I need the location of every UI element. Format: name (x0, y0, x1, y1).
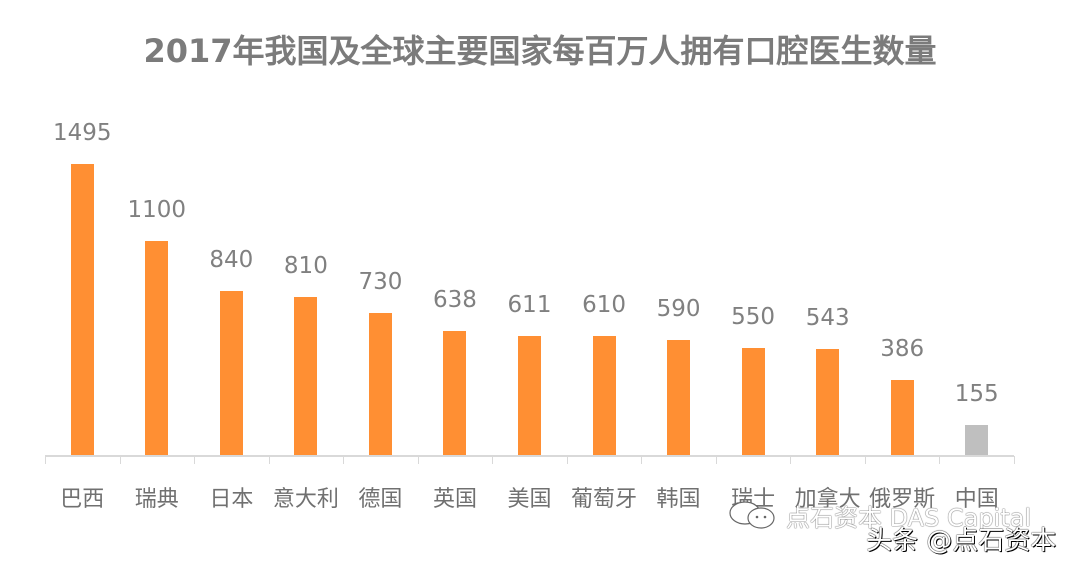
x-axis-line (45, 455, 1014, 457)
x-axis-tick (268, 456, 270, 464)
data-label: 810 (283, 253, 328, 280)
x-axis-tick (1014, 456, 1015, 464)
category-label: 意大利 (272, 487, 339, 512)
wechat-icon (729, 501, 775, 529)
bar-5 (443, 330, 467, 455)
data-label: 610 (582, 292, 626, 319)
chart-title: 2017年我国及全球主要国家每百万人拥有口腔医生数量 (143, 32, 937, 70)
data-label: 730 (358, 268, 403, 295)
data-label: 550 (731, 303, 776, 330)
category-label: 德国 (358, 487, 403, 512)
bar-8 (667, 340, 691, 455)
category-label: 俄罗斯 (869, 487, 936, 512)
wechat-watermark: 点石资本 DAS Capital (786, 504, 1032, 532)
x-axis-tick (641, 456, 643, 464)
data-label: 1100 (127, 196, 187, 223)
category-label: 巴西 (60, 487, 105, 512)
category-label: 加拿大 (794, 487, 861, 512)
x-axis-tick (864, 456, 866, 464)
x-axis-tick (492, 456, 494, 464)
x-axis-tick (119, 456, 121, 464)
category-label: 英国 (432, 487, 477, 512)
bar-9 (741, 347, 765, 455)
bar-11 (890, 379, 914, 455)
x-axis-tick (417, 456, 419, 464)
category-label: 瑞典 (134, 487, 179, 512)
bar-3 (294, 297, 318, 455)
category-label: 日本 (209, 487, 254, 512)
bar-2 (219, 291, 243, 455)
bar-10 (816, 349, 840, 455)
category-label: 葡萄牙 (571, 487, 638, 512)
x-axis-tick (939, 456, 941, 464)
bar-6 (518, 336, 541, 455)
x-axis-tick (566, 456, 568, 464)
x-axis-tick (45, 456, 46, 464)
category-label: 中国 (954, 487, 999, 512)
bar-1 (145, 240, 169, 455)
x-axis-tick (790, 456, 792, 464)
x-axis-tick (343, 456, 345, 464)
x-axis-tick (715, 456, 717, 464)
bar-12 (965, 424, 989, 455)
data-label: 543 (805, 305, 850, 332)
category-label: 美国 (507, 487, 552, 512)
data-label: 611 (507, 292, 552, 319)
data-label: 590 (656, 296, 701, 323)
data-label: 638 (433, 286, 477, 313)
category-label: 韩国 (656, 487, 701, 512)
bar-0 (70, 164, 94, 455)
data-label: 386 (880, 335, 925, 362)
toutiao-watermark: 头条 @点石资本 (866, 526, 1057, 556)
data-label: 155 (954, 380, 999, 407)
x-axis-tick (194, 456, 196, 464)
bar-4 (368, 312, 392, 455)
data-label: 1495 (52, 120, 112, 146)
bar-7 (592, 336, 616, 455)
data-label: 840 (209, 247, 254, 274)
